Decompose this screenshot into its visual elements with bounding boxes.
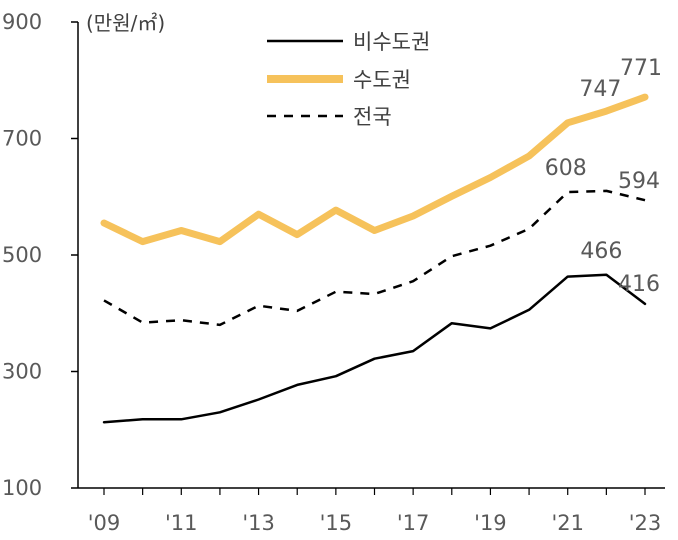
y-tick-label: 900	[2, 10, 42, 34]
data-label-수도권: 747	[579, 77, 621, 102]
data-label-전국: 594	[618, 169, 660, 194]
legend-entry-수도권: 수도권	[267, 68, 411, 92]
legend-entry-전국: 전국	[267, 105, 392, 129]
legend-label-비수도권: 비수도권	[353, 30, 430, 54]
x-tick-label: '15	[320, 511, 353, 535]
data-label-전국: 608	[545, 156, 587, 181]
x-tick-label: '17	[397, 511, 430, 535]
legend-entry-비수도권: 비수도권	[267, 30, 430, 54]
legend: 비수도권 수도권 전국	[267, 30, 430, 129]
x-tick-label: '09	[88, 511, 121, 535]
series-line-전국	[103, 189, 646, 327]
y-axis-unit-label: (만원/㎡)	[86, 11, 165, 35]
data-label-비수도권: 416	[618, 272, 660, 297]
x-tick-label: '11	[165, 511, 198, 535]
series-layer	[100, 93, 649, 424]
y-tick-label: 700	[2, 127, 42, 151]
x-tick-label: '21	[551, 511, 584, 535]
series-line-비수도권	[102, 273, 647, 424]
x-axis-ticks: '09 '11 '13 '15 '17 '19 '21 '23	[88, 488, 662, 535]
axes: 100 300 500 700 900 '09 '11 '13 '15 '17 '19 '21 '23	[2, 10, 665, 535]
y-tick-label: 500	[2, 243, 42, 267]
series-line-수도권	[100, 93, 649, 246]
y-tick-label: 100	[2, 476, 42, 500]
x-tick-label: '13	[242, 511, 275, 535]
legend-label-수도권: 수도권	[353, 68, 411, 92]
y-tick-label: 300	[2, 360, 42, 384]
x-tick-label: '19	[474, 511, 507, 535]
legend-label-전국: 전국	[353, 105, 392, 129]
data-label-수도권: 771	[620, 56, 662, 81]
data-label-비수도권: 466	[580, 239, 622, 264]
x-tick-label: '23	[629, 511, 662, 535]
y-axis-ticks: 100 300 500 700 900	[2, 10, 78, 500]
